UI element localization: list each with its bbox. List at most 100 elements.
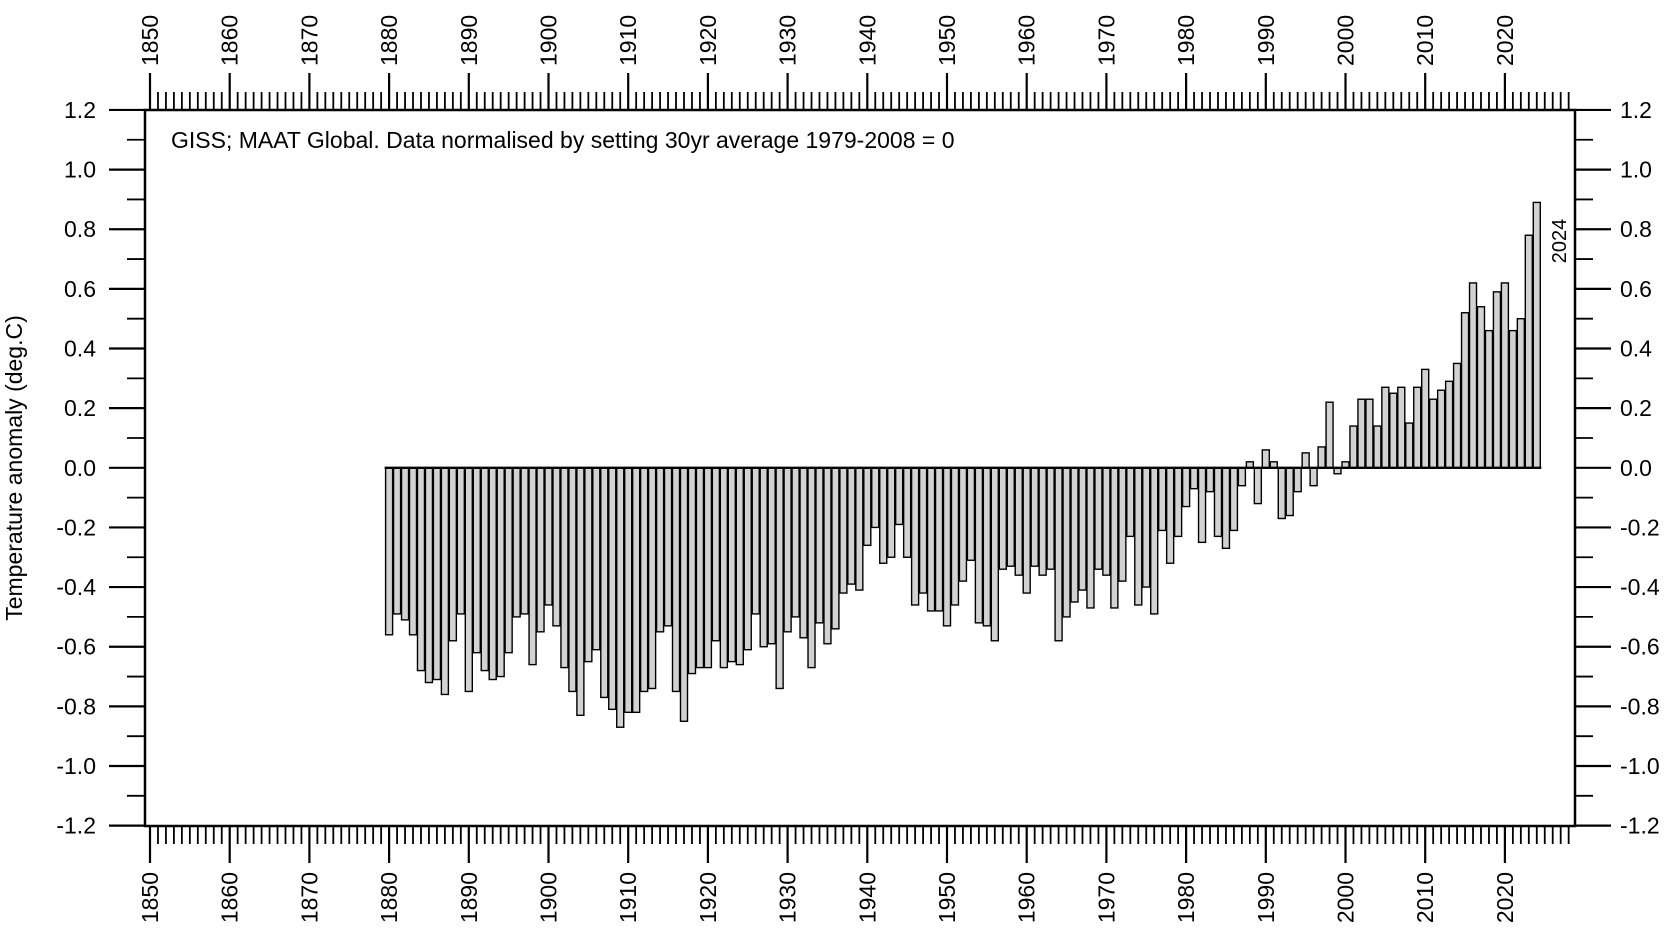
x-axis-tick-label-bottom: 1900 [536,872,562,923]
bar-1904 [576,467,585,717]
bar-1975 [1142,467,1151,588]
bar-1919 [695,467,705,669]
bar-2019 [1492,291,1502,469]
bar-1995 [1301,452,1310,469]
x-axis-tick-label-top: 1940 [854,15,880,66]
x-axis-tick-label-top: 1990 [1253,15,1279,66]
bars-layer [384,201,1542,728]
bar-1987 [1237,467,1247,487]
x-axis-tick-label-bottom: 2020 [1492,872,1518,923]
bar-1978 [1165,467,1175,564]
bar-1965 [1062,467,1071,618]
bar-2004 [1373,425,1382,469]
x-axis-tick-label-top: 1870 [296,15,322,66]
bar-1920 [703,467,713,669]
bar-1886 [432,467,442,681]
bar-1906 [592,467,601,651]
bar-1902 [560,467,569,669]
x-axis-tick-label-bottom: 1860 [217,872,243,923]
bar-1880 [384,467,394,636]
y-axis-tick-label-right: 1.2 [1620,97,1652,123]
y-axis-tick-label-left: 0.2 [64,395,96,421]
bar-1950 [942,467,952,627]
bar-2008 [1405,422,1414,469]
bar-2020 [1500,282,1510,469]
bar-1985 [1221,467,1231,550]
bar-1915 [663,467,673,627]
bar-1941 [871,467,880,529]
bar-1892 [480,467,489,672]
y-axis-tick-label-right: 0.4 [1620,336,1652,362]
x-axis-tick-label-bottom: 1960 [1014,872,1040,923]
bar-1971 [1110,467,1119,609]
bar-1929 [775,467,784,690]
bar-1949 [934,467,944,612]
x-axis-tick-label-top: 1850 [137,15,163,66]
bar-2001 [1349,425,1358,469]
y-axis-tick-label-left: 0.6 [64,276,96,302]
y-axis-tick-label-left: -1.0 [56,753,96,779]
bar-1966 [1070,467,1079,603]
bar-1881 [392,467,402,615]
bar-1889 [456,467,466,615]
bar-1955 [982,467,992,627]
x-axis-tick-label-top: 1930 [775,15,801,66]
bar-1926 [751,467,760,615]
bar-1992 [1277,467,1286,520]
bar-1913 [647,467,657,690]
bar-1959 [1014,467,1023,576]
bar-1910 [624,467,633,714]
bar-2015 [1460,312,1470,469]
bar-1927 [759,467,768,648]
x-axis-tick-label-top: 1900 [536,15,562,66]
bar-1918 [687,467,697,675]
x-axis-tick-label-top: 2000 [1333,15,1359,66]
bar-2009 [1413,386,1422,469]
y-axis-tick-label-right: -1.0 [1620,753,1660,779]
y-axis-title: Temperature anomaly (deg.C) [1,315,27,621]
y-axis-tick-label-right: 0.2 [1620,395,1652,421]
bar-2013 [1444,380,1454,469]
bar-1895 [504,467,513,654]
bar-1894 [496,467,505,678]
bar-1969 [1094,467,1103,570]
bar-1986 [1229,467,1239,532]
bar-1942 [879,467,888,564]
x-axis-tick-label-top: 1890 [456,15,482,66]
bar-1989 [1253,467,1263,505]
y-axis-tick-label-right: 0.8 [1620,216,1652,242]
bar-1958 [1006,467,1015,567]
bar-1933 [807,467,816,669]
x-axis-tick-label-bottom: 1880 [376,872,402,923]
y-axis-tick-label-right: -0.8 [1620,693,1660,719]
y-axis-tick-label-left: 0.8 [64,216,96,242]
bar-1935 [823,467,832,645]
bar-2018 [1484,329,1494,469]
bar-1937 [839,467,848,594]
y-axis-tick-label-left: 1.2 [64,97,96,123]
bar-1882 [400,467,410,621]
bar-1983 [1205,467,1215,493]
x-axis-tick-label-bottom: 1990 [1253,872,1279,923]
bar-1897 [520,467,529,615]
bar-1901 [552,467,561,627]
bar-1925 [743,467,752,651]
bar-1923 [727,467,737,663]
bar-1911 [631,467,641,714]
bar-1946 [910,467,920,606]
bar-2017 [1476,306,1486,469]
bar-1952 [958,467,968,582]
y-axis-tick-label-left: 0.4 [64,336,96,362]
bar-1898 [528,467,537,666]
bar-1883 [408,467,418,636]
bar-1939 [855,467,864,591]
bar-2024 [1532,201,1541,469]
bar-1967 [1078,467,1087,591]
y-axis-tick-label-left: 0.0 [64,455,96,481]
x-axis-tick-label-bottom: 1910 [615,872,641,923]
bar-1977 [1157,467,1167,532]
y-axis-tick-label-right: 0.0 [1620,455,1652,481]
bar-1917 [679,467,689,722]
